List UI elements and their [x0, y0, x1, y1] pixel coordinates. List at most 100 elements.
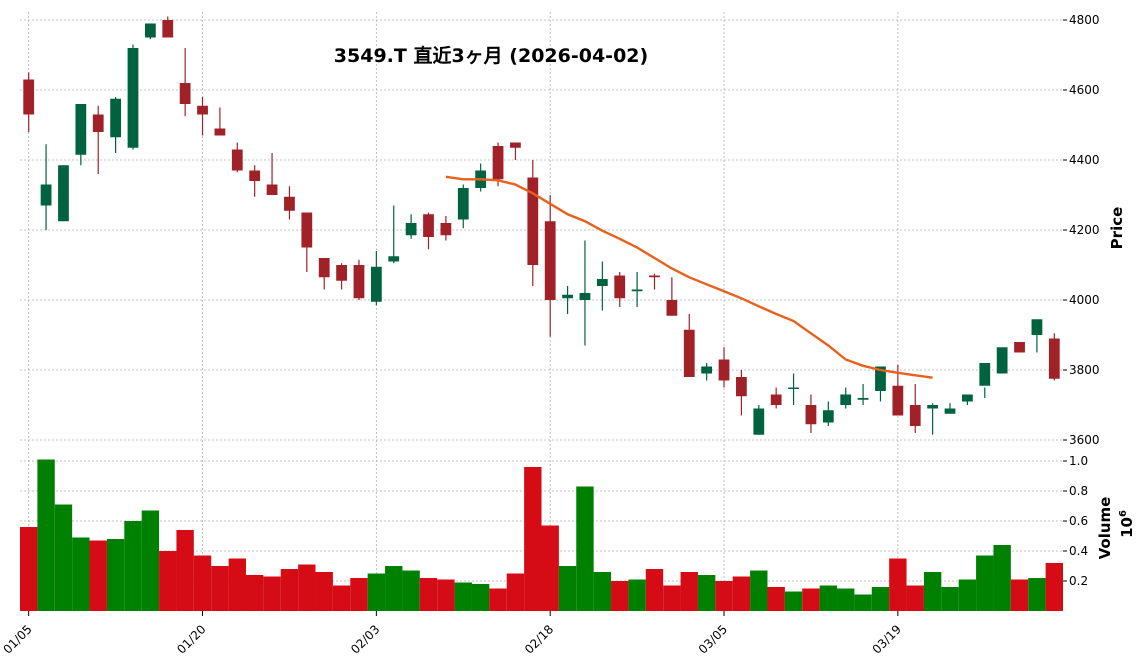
volume-bar — [558, 566, 577, 611]
candle-body — [249, 170, 261, 181]
volume-bars — [20, 459, 1063, 611]
candle-body — [649, 275, 660, 278]
candle-body — [562, 294, 573, 299]
volume-bar — [298, 564, 316, 611]
volume-bar — [593, 572, 612, 611]
volume-bar — [385, 566, 403, 611]
candle-body — [701, 366, 713, 374]
candle-body — [492, 146, 504, 180]
candle-body — [457, 188, 469, 220]
volume-bar — [332, 585, 351, 611]
candle-body — [788, 387, 799, 389]
price-candles — [23, 16, 1060, 435]
candle-body — [423, 214, 434, 237]
volume-bar — [159, 551, 177, 611]
candle-body — [718, 359, 730, 381]
candle-body — [979, 363, 991, 386]
candle-body — [822, 410, 834, 423]
date-tick-label: 02/03 — [348, 622, 382, 656]
volume-bar — [976, 555, 994, 611]
candle-body — [405, 223, 417, 236]
candle-body — [179, 83, 191, 104]
volume-tick-label: 0.2 — [1069, 574, 1088, 588]
candle-body — [996, 347, 1008, 374]
candle-body — [40, 184, 52, 206]
candle-body — [840, 394, 852, 405]
volume-bar — [680, 572, 698, 611]
volume-bar — [437, 579, 455, 611]
date-tick-label: 01/20 — [174, 622, 208, 656]
volume-bar — [20, 527, 38, 611]
candle-body — [266, 184, 278, 195]
candle-body — [110, 98, 121, 138]
candle-body — [753, 408, 765, 435]
volume-bar — [37, 459, 55, 611]
volume-bar — [802, 588, 820, 611]
candle-body — [927, 405, 939, 409]
candle-body — [370, 266, 382, 302]
date-tick-label: 03/05 — [696, 622, 730, 656]
candle-body — [892, 385, 904, 416]
volume-bar — [837, 588, 855, 611]
volume-bar — [1010, 579, 1029, 611]
volume-tick-label: 0.6 — [1069, 514, 1088, 528]
volume-bar — [106, 539, 125, 611]
date-tick-label: 01/05 — [0, 622, 34, 656]
candle-body — [301, 212, 313, 248]
candle-body — [58, 165, 69, 222]
chart-title: 3549.T 直近3ヶ月 (2026-04-02) — [334, 44, 648, 67]
volume-bar — [732, 576, 751, 611]
volume-bar — [72, 537, 90, 611]
volume-bar — [367, 573, 386, 611]
candle-body — [683, 329, 695, 377]
price-tick-label: 3800 — [1069, 363, 1100, 377]
candle-body — [527, 177, 539, 265]
candle-body — [614, 275, 626, 299]
volume-bar — [715, 581, 733, 611]
volume-bar — [54, 504, 73, 611]
candle-body — [1048, 338, 1060, 379]
candle-body — [666, 300, 678, 316]
volume-bar — [628, 579, 646, 611]
candle-body — [231, 149, 243, 171]
candle-body — [162, 20, 174, 38]
volume-bar — [211, 566, 229, 611]
candle-body — [579, 293, 591, 300]
volume-bar — [541, 525, 559, 611]
volume-tick-label: 1.0 — [1069, 454, 1088, 468]
price-tick-label: 3600 — [1069, 433, 1100, 447]
volume-bar — [89, 540, 107, 611]
volume-bar — [228, 558, 246, 611]
volume-bar — [645, 569, 664, 611]
candle-body — [962, 394, 973, 402]
candle-body — [336, 265, 347, 281]
volume-bar — [889, 558, 907, 611]
moving-average-path — [445, 175, 933, 379]
volume-bar — [784, 591, 803, 611]
volume-bar — [193, 555, 212, 611]
candle-body — [631, 289, 643, 292]
volume-bar — [854, 594, 872, 611]
volume-bar — [524, 467, 542, 611]
volume-bar — [506, 573, 525, 611]
candle-body — [353, 265, 365, 299]
volume-tick-label: 0.4 — [1069, 544, 1088, 558]
price-tick-label: 4400 — [1069, 153, 1100, 167]
price-tick-label: 4800 — [1069, 13, 1100, 27]
volume-unit-exponent: 6 — [1118, 510, 1129, 517]
candle-body — [736, 377, 747, 397]
date-tick-label: 02/18 — [522, 622, 556, 656]
volume-bar — [245, 575, 264, 611]
candle-body — [144, 23, 156, 38]
volume-bar — [871, 587, 890, 611]
candle-body — [770, 394, 782, 405]
volume-bar — [906, 585, 924, 611]
candle-body — [510, 142, 521, 148]
volume-bar — [263, 576, 281, 611]
price-tick-label: 4600 — [1069, 83, 1100, 97]
candle-body — [92, 114, 104, 132]
volume-bar — [993, 545, 1011, 611]
price-tick-label: 4000 — [1069, 293, 1100, 307]
candle-body — [440, 223, 452, 236]
